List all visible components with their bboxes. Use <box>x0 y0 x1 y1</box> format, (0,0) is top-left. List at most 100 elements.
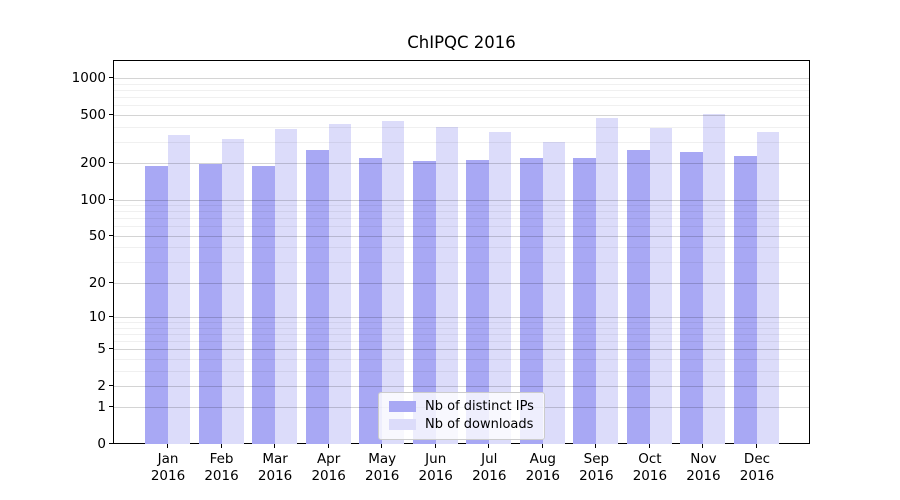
x-tick-year: 2016 <box>150 468 186 484</box>
x-tick-month: Dec <box>743 451 771 467</box>
major-gridline <box>114 163 809 165</box>
x-tick-month: Jul <box>481 451 498 467</box>
bar-downloads-oct <box>649 127 672 444</box>
x-tick-label: Jun 2016 <box>404 451 468 485</box>
x-tick-year: 2016 <box>204 468 239 484</box>
x-tick-mark <box>220 444 222 448</box>
y-tick-label: 0 <box>97 436 106 452</box>
x-tick-mark <box>274 444 276 448</box>
legend-label-distinct-ips: Nb of distinct IPs <box>425 399 534 415</box>
bar-distinct-ips-feb <box>198 163 222 444</box>
x-tick-month: Oct <box>638 451 662 467</box>
x-tick-month: Jan <box>157 451 179 467</box>
y-tick-label: 100 <box>80 191 106 208</box>
y-tick-mark <box>109 384 113 386</box>
minor-gridline <box>114 126 809 128</box>
x-tick-mark <box>434 444 436 448</box>
y-tick-label: 10 <box>88 309 106 326</box>
y-tick-mark <box>109 114 113 116</box>
y-tick-label: 5 <box>97 341 106 358</box>
y-tick-mark <box>109 234 113 236</box>
x-tick-year: 2016 <box>686 468 721 484</box>
x-tick-mark <box>595 444 597 448</box>
minor-gridline <box>114 341 809 343</box>
x-tick-mark <box>327 444 329 448</box>
x-tick-label: Dec 2016 <box>725 451 789 485</box>
minor-gridline <box>114 105 809 107</box>
bar-distinct-ips-nov <box>680 152 704 444</box>
bar-downloads-apr <box>328 123 351 444</box>
bar-downloads-feb <box>221 138 244 444</box>
x-tick-year: 2016 <box>472 468 507 484</box>
x-tick-label: Jul 2016 <box>457 451 521 485</box>
bar-downloads-aug <box>542 142 565 444</box>
major-gridline <box>114 282 809 284</box>
x-tick-month: Aug <box>529 451 556 467</box>
bar-downloads-may <box>382 120 405 444</box>
x-tick-year: 2016 <box>525 468 560 484</box>
bar-downloads-sep <box>596 117 619 444</box>
major-gridline <box>114 199 809 201</box>
bar-distinct-ips-dec <box>733 155 757 444</box>
x-tick-mark <box>488 444 490 448</box>
y-tick-label: 20 <box>88 274 106 291</box>
x-tick-month: Mar <box>262 451 288 467</box>
legend-swatch-distinct-ips <box>389 401 416 413</box>
y-tick-mark <box>109 77 113 79</box>
minor-gridline <box>114 90 809 92</box>
minor-gridline <box>114 218 809 220</box>
bar-distinct-ips-jun <box>412 160 436 444</box>
legend-item-downloads: Nb of downloads <box>389 416 534 434</box>
bar-distinct-ips-sep <box>573 157 597 444</box>
plot-area <box>113 60 810 444</box>
bar-downloads-jan <box>168 134 190 444</box>
x-tick-month: Sep <box>583 451 610 467</box>
major-gridline <box>114 78 809 80</box>
x-tick-label: Mar 2016 <box>243 451 307 485</box>
x-tick-label: Jan 2016 <box>136 451 200 485</box>
y-tick-label: 1000 <box>71 70 106 87</box>
minor-gridline <box>114 211 809 213</box>
x-tick-mark <box>167 444 168 448</box>
x-tick-label: Nov 2016 <box>671 451 735 485</box>
y-tick-mark <box>109 198 113 200</box>
x-tick-mark <box>648 444 650 448</box>
x-tick-mark <box>381 444 383 448</box>
y-tick-mark <box>109 348 113 350</box>
x-tick-year: 2016 <box>632 468 668 484</box>
y-tick-mark <box>109 316 113 318</box>
x-tick-label: May 2016 <box>350 451 414 485</box>
major-gridline <box>114 317 809 319</box>
x-tick-mark <box>702 444 704 448</box>
y-tick-mark <box>109 281 113 283</box>
major-gridline <box>114 235 809 237</box>
x-tick-month: Feb <box>209 451 234 467</box>
minor-gridline <box>114 262 809 264</box>
major-gridline <box>114 115 809 117</box>
minor-gridline <box>114 142 809 143</box>
x-tick-label: Apr 2016 <box>297 451 361 485</box>
minor-gridline <box>114 83 809 85</box>
minor-gridline <box>114 322 809 324</box>
major-gridline <box>114 349 809 351</box>
y-tick-label: 50 <box>88 227 106 244</box>
minor-gridline <box>114 358 809 360</box>
bar-downloads-dec <box>756 132 779 444</box>
bar-distinct-ips-mar <box>252 165 276 444</box>
minor-gridline <box>114 226 809 228</box>
x-tick-year: 2016 <box>739 468 775 484</box>
x-tick-month: May <box>368 451 397 467</box>
bar-distinct-ips-aug <box>519 158 543 444</box>
x-tick-year: 2016 <box>579 468 614 484</box>
x-tick-month: Jun <box>425 451 447 467</box>
legend-swatch-downloads <box>389 418 416 430</box>
bar-distinct-ips-jul <box>466 160 490 444</box>
minor-gridline <box>114 205 809 207</box>
legend: Nb of distinct IPs Nb of downloads <box>378 392 545 440</box>
x-tick-label: Oct 2016 <box>618 451 682 485</box>
x-tick-label: Aug 2016 <box>511 451 575 485</box>
x-tick-mark <box>541 444 543 448</box>
minor-gridline <box>114 327 809 329</box>
x-tick-year: 2016 <box>311 468 346 484</box>
legend-label-downloads: Nb of downloads <box>425 416 534 432</box>
